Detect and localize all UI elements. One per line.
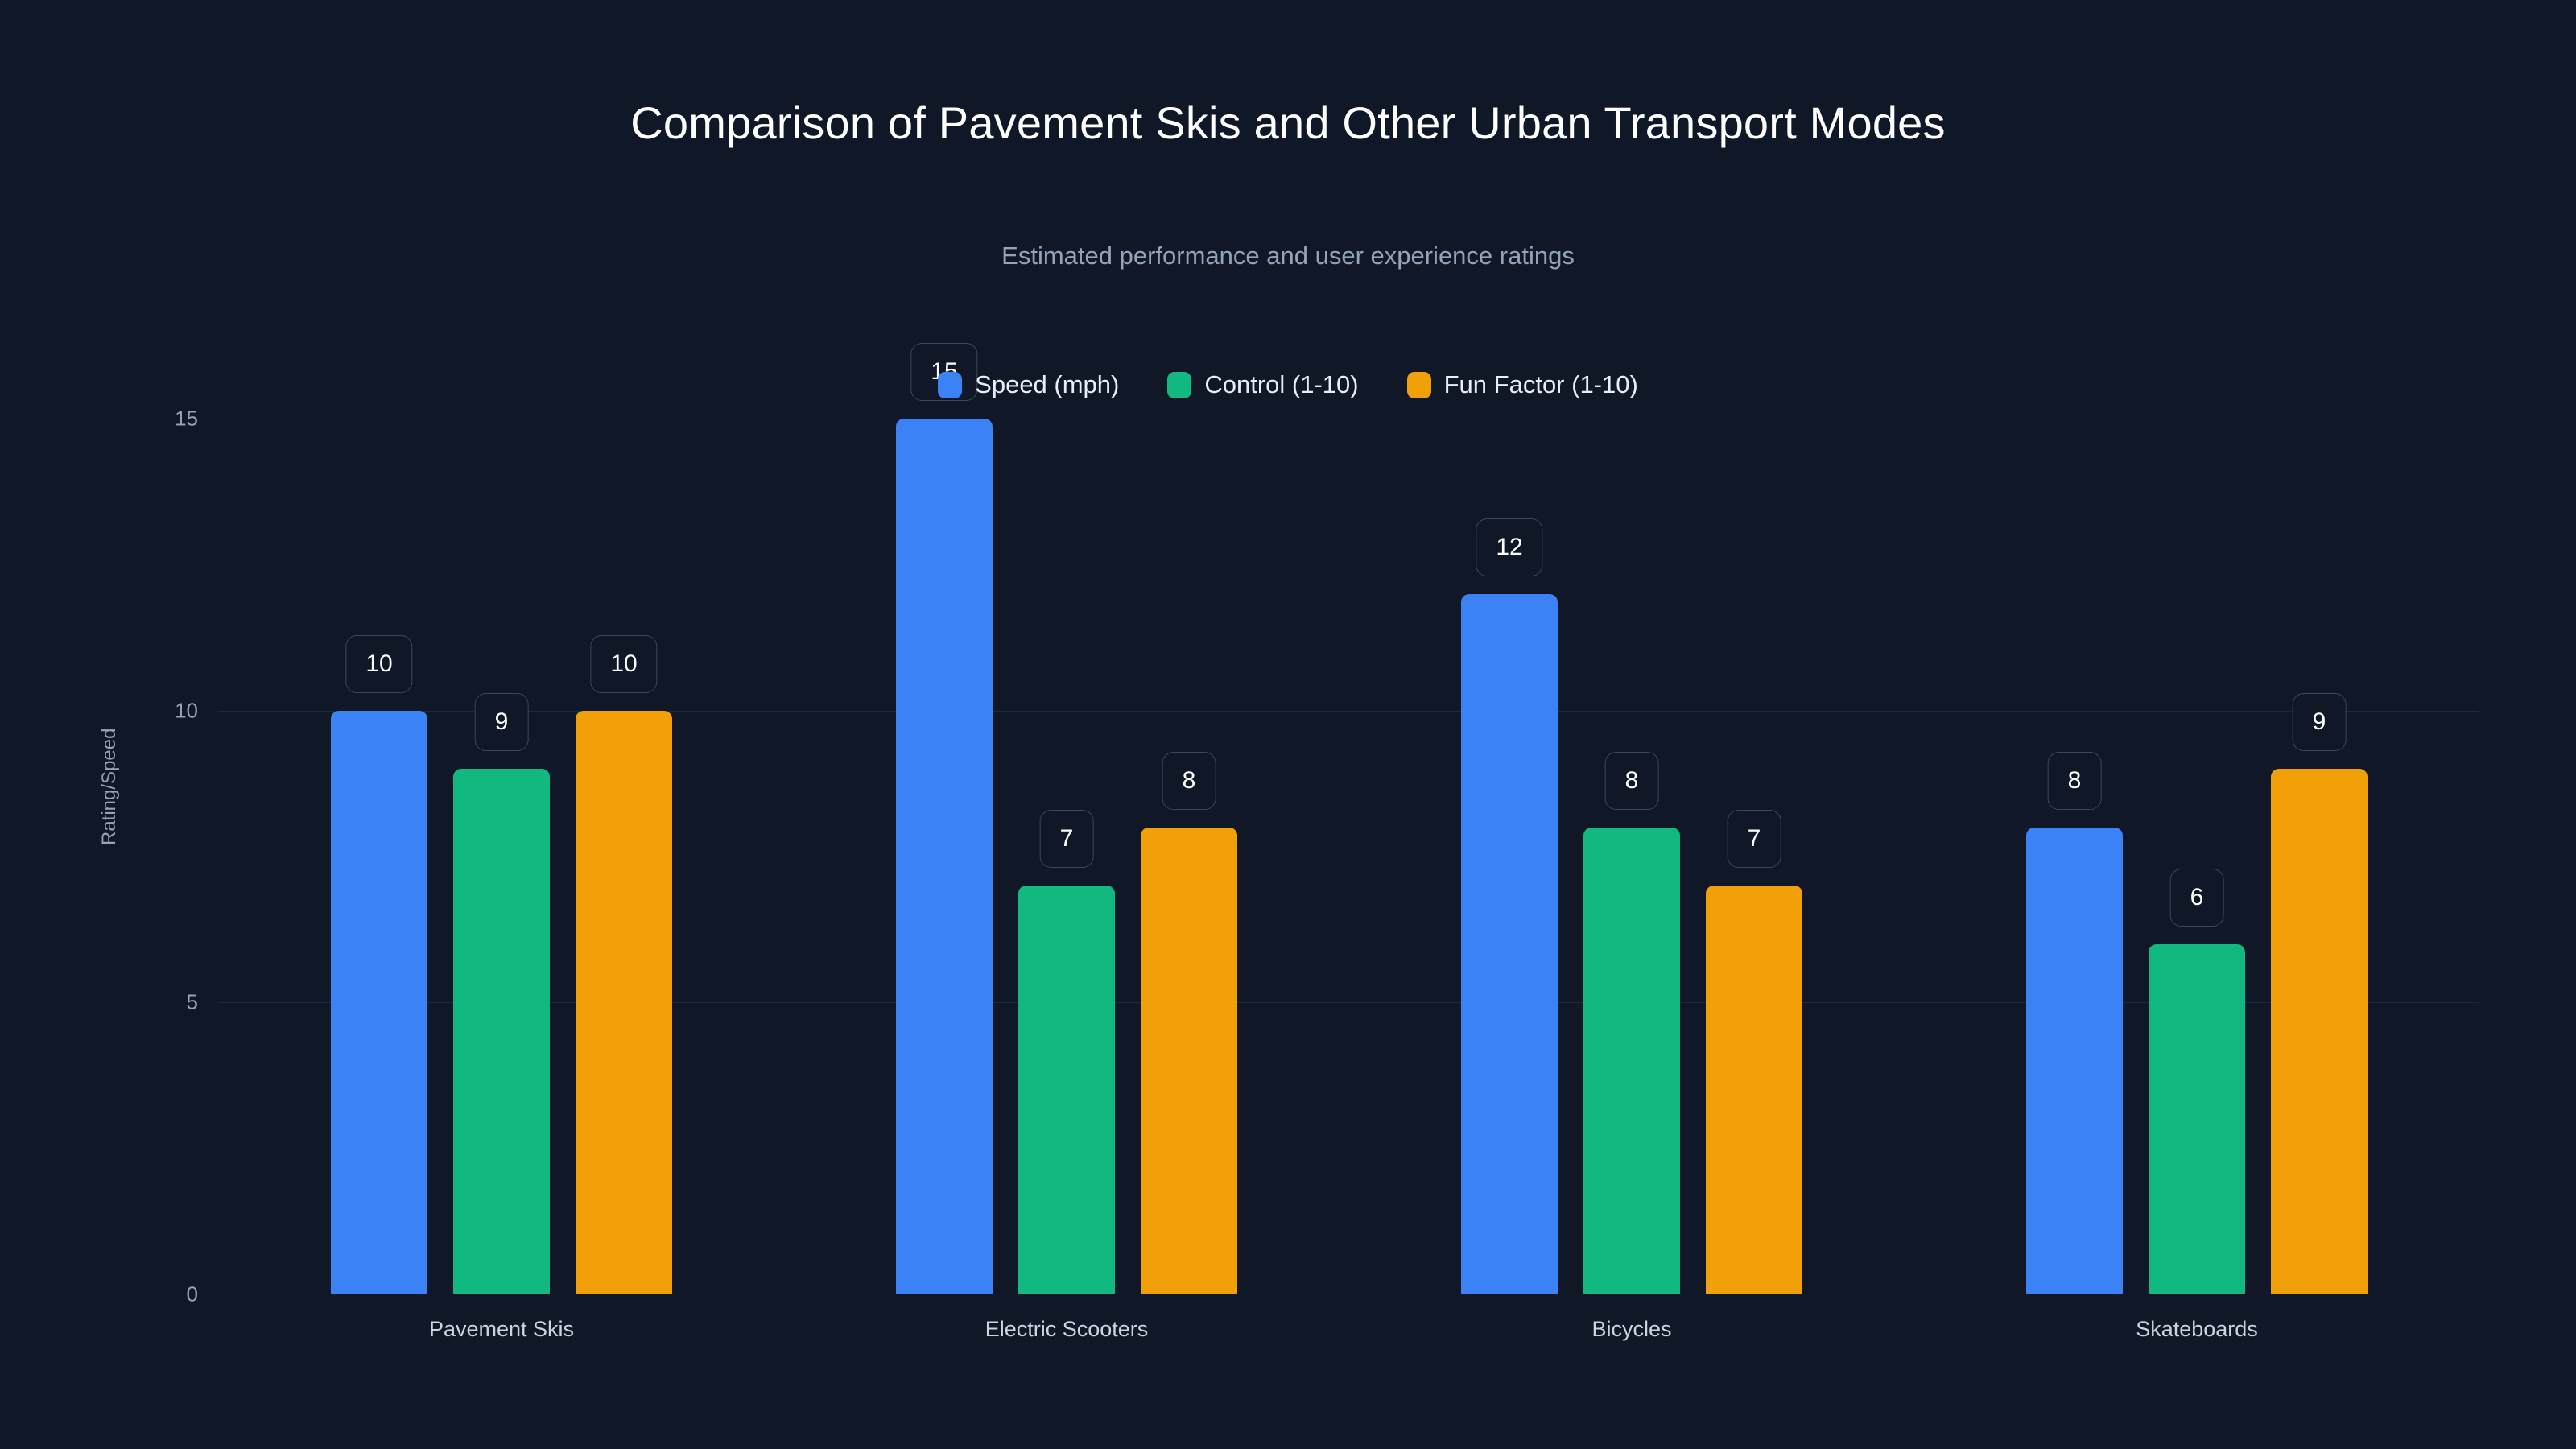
bar[interactable] [2026, 827, 2123, 1294]
y-axis-tick-label: 5 [186, 989, 198, 1014]
bar-value-label: 12 [1476, 518, 1543, 576]
bar[interactable] [331, 710, 427, 1294]
bar[interactable] [2149, 943, 2245, 1294]
bar[interactable] [2271, 769, 2368, 1294]
bar[interactable] [1583, 827, 1680, 1294]
legend-label: Speed (mph) [975, 370, 1120, 398]
legend-label: Fun Factor (1-10) [1443, 370, 1638, 398]
bar-value-label: 10 [345, 634, 413, 693]
bar[interactable] [453, 769, 550, 1294]
bar-value-label: 6 [2169, 868, 2224, 927]
bar[interactable] [1141, 827, 1237, 1294]
x-axis-tick-label: Electric Scooters [985, 1317, 1149, 1341]
bar[interactable] [1018, 886, 1115, 1294]
legend-item[interactable]: Control (1-10) [1167, 370, 1359, 399]
legend-swatch-icon [938, 371, 963, 398]
legend-item[interactable]: Fun Factor (1-10) [1406, 370, 1638, 399]
legend-item[interactable]: Speed (mph) [938, 370, 1119, 399]
x-axis-tick-label: Skateboards [2136, 1317, 2258, 1341]
y-axis-title: Rating/Speed [98, 728, 120, 845]
chart-subtitle: Estimated performance and user experienc… [1001, 242, 1575, 270]
y-axis-tick-label: 15 [175, 406, 198, 431]
bar-value-label: 8 [1162, 751, 1216, 810]
gridline [219, 1002, 2479, 1004]
x-axis-tick-label: Bicycles [1591, 1317, 1672, 1341]
bar-value-label: 8 [2047, 751, 2102, 810]
legend-label: Control (1-10) [1204, 370, 1359, 398]
bar[interactable] [1706, 886, 1802, 1294]
chart-title: Comparison of Pavement Skis and Other Ur… [630, 97, 1946, 148]
x-axis-tick-label: Pavement Skis [428, 1317, 575, 1341]
legend-swatch-icon [1167, 371, 1192, 398]
bar-value-label: 7 [1039, 810, 1094, 869]
plot-area: 1091015781287869 [219, 343, 2479, 1294]
legend-swatch-icon [1406, 371, 1431, 398]
bar[interactable] [576, 710, 672, 1294]
bar-value-label: 9 [2292, 693, 2347, 752]
bar-value-label: 8 [1604, 751, 1659, 810]
chart-legend: Speed (mph) Control (1-10) Fun Factor (1-1… [0, 370, 2576, 399]
bar-value-label: 7 [1727, 810, 1781, 869]
y-axis-tick-label: 10 [175, 698, 198, 723]
gridline [219, 710, 2479, 712]
bar-value-label: 9 [474, 693, 529, 752]
y-axis-tick-label: 0 [186, 1282, 198, 1307]
bar[interactable] [896, 419, 993, 1294]
bar-value-label: 10 [590, 634, 658, 693]
bar[interactable] [1461, 593, 1558, 1294]
